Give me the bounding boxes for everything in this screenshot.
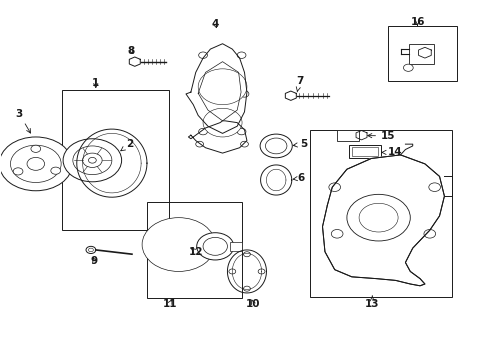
Circle shape xyxy=(196,233,233,260)
Circle shape xyxy=(243,252,250,257)
Circle shape xyxy=(63,139,122,182)
Text: 14: 14 xyxy=(381,147,401,157)
Text: 9: 9 xyxy=(91,256,98,266)
Circle shape xyxy=(147,221,210,268)
Circle shape xyxy=(73,146,112,175)
Bar xyxy=(147,202,242,298)
Bar xyxy=(351,147,377,156)
Circle shape xyxy=(82,153,102,167)
Text: 12: 12 xyxy=(188,247,203,257)
Bar xyxy=(408,44,433,64)
Text: 11: 11 xyxy=(163,299,177,309)
Circle shape xyxy=(428,183,440,192)
Circle shape xyxy=(195,141,203,147)
Bar xyxy=(229,242,242,251)
Text: 5: 5 xyxy=(293,139,307,149)
Text: 16: 16 xyxy=(409,17,424,27)
Text: 15: 15 xyxy=(367,131,395,141)
Circle shape xyxy=(346,194,409,241)
Circle shape xyxy=(142,218,215,271)
Circle shape xyxy=(258,269,264,274)
Text: 13: 13 xyxy=(364,296,379,309)
Circle shape xyxy=(237,52,245,58)
Circle shape xyxy=(198,129,207,135)
Circle shape xyxy=(158,229,199,260)
Circle shape xyxy=(88,157,96,163)
Bar xyxy=(348,145,380,158)
Bar xyxy=(336,130,358,140)
Circle shape xyxy=(86,246,96,253)
Text: 2: 2 xyxy=(121,139,133,151)
Text: 8: 8 xyxy=(127,46,135,56)
Circle shape xyxy=(260,134,292,158)
Text: 7: 7 xyxy=(295,76,303,92)
Text: 4: 4 xyxy=(211,19,219,29)
Circle shape xyxy=(51,167,61,174)
Text: 3: 3 xyxy=(16,109,30,133)
Circle shape xyxy=(88,248,93,252)
Circle shape xyxy=(240,91,248,97)
Polygon shape xyxy=(322,155,444,286)
Circle shape xyxy=(31,145,41,152)
Bar xyxy=(310,130,451,297)
Circle shape xyxy=(243,286,250,291)
Circle shape xyxy=(265,138,286,154)
Circle shape xyxy=(237,129,245,135)
Circle shape xyxy=(358,203,397,232)
Text: 1: 1 xyxy=(92,78,99,88)
Circle shape xyxy=(13,168,23,175)
Text: 6: 6 xyxy=(293,173,304,183)
Circle shape xyxy=(198,69,246,105)
Circle shape xyxy=(198,52,207,58)
Circle shape xyxy=(0,137,72,191)
Circle shape xyxy=(203,237,227,255)
Circle shape xyxy=(328,183,340,192)
Circle shape xyxy=(240,141,248,147)
Text: 10: 10 xyxy=(245,299,260,309)
Circle shape xyxy=(203,108,242,137)
Circle shape xyxy=(10,145,61,183)
Circle shape xyxy=(167,237,189,252)
Circle shape xyxy=(27,157,44,170)
Bar xyxy=(61,90,168,230)
Circle shape xyxy=(228,269,235,274)
Circle shape xyxy=(423,229,435,238)
Bar xyxy=(387,26,456,81)
Circle shape xyxy=(330,229,342,238)
Circle shape xyxy=(174,242,182,247)
Circle shape xyxy=(403,64,412,71)
